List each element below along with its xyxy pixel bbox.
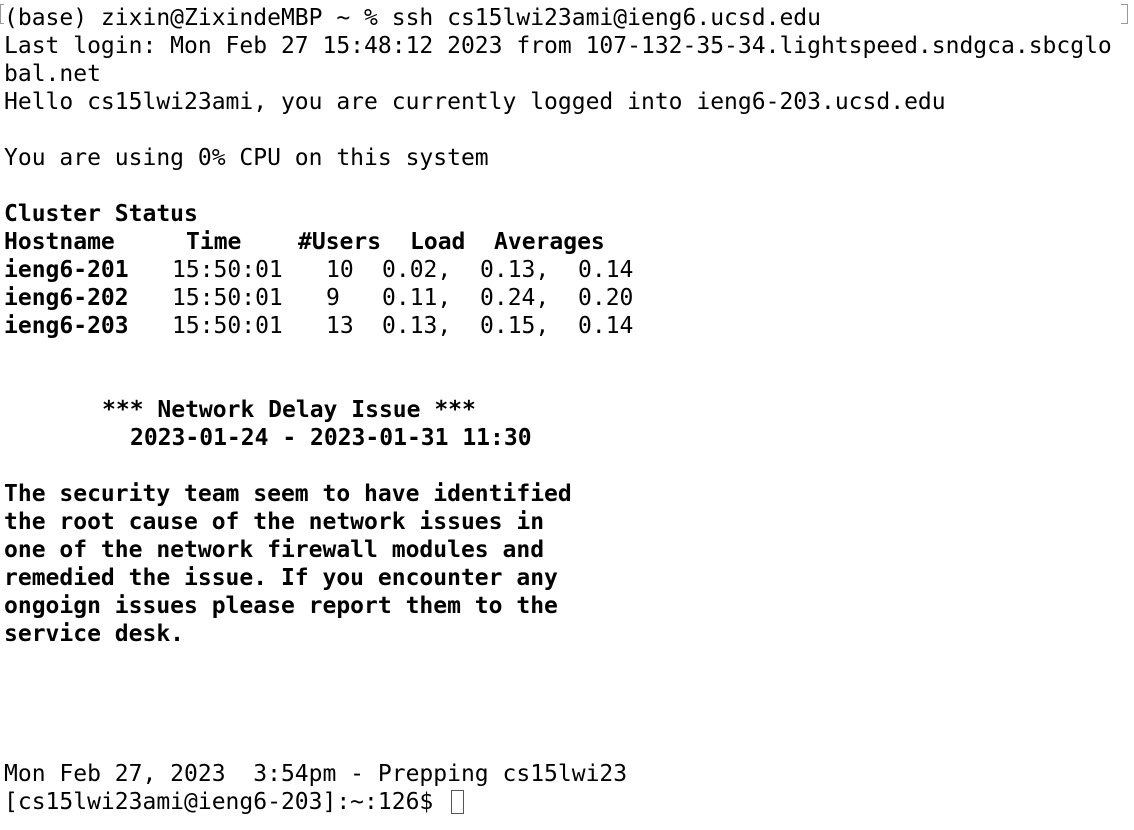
row-hostname: ieng6-201 [4, 257, 129, 283]
notice-dates: 2023-01-24 - 2023-01-31 11:30 [130, 425, 532, 451]
notice-body-line: one of the network firewall modules and [4, 537, 545, 563]
status-line: Mon Feb 27, 2023 3:54pm - Prepping cs15l… [4, 761, 628, 787]
header-users: #Users [298, 229, 382, 255]
hello-message: Hello cs15lwi23ami, you are currently lo… [4, 89, 946, 115]
row-load-15: 0.14 [578, 313, 634, 339]
row-hostname: ieng6-203 [4, 313, 129, 339]
notice-body-line: The security team seem to have identifie… [4, 481, 572, 507]
header-load: Load [410, 229, 466, 255]
row-load-5: 0.24, [480, 285, 550, 311]
last-login-line-wrap: bal.net [4, 61, 101, 87]
shell-prompt[interactable]: [cs15lwi23ami@ieng6-203]:~:126$ [4, 789, 448, 815]
row-hostname: ieng6-202 [4, 285, 129, 311]
row-time: 15:50:01 [172, 313, 283, 339]
right-bracket-marker [1121, 4, 1128, 24]
notice-body-line: remedied the issue. If you encounter any [4, 565, 558, 591]
notice-body-line: service desk. [4, 621, 185, 647]
notice-title: *** Network Delay Issue *** [102, 397, 476, 423]
cpu-usage-message: You are using 0% CPU on this system [4, 145, 489, 171]
row-time: 15:50:01 [172, 285, 283, 311]
last-login-line: Last login: Mon Feb 27 15:48:12 2023 fro… [4, 33, 1112, 59]
ssh-command-line: (base) zixin@ZixindeMBP ~ % ssh cs15lwi2… [4, 5, 821, 31]
row-load-1: 0.13, [382, 313, 452, 339]
row-load-5: 0.15, [480, 313, 550, 339]
notice-body-line: ongoign issues please report them to the [4, 593, 558, 619]
text-cursor[interactable] [451, 790, 464, 814]
row-load-15: 0.14 [578, 257, 634, 283]
row-load-5: 0.13, [480, 257, 550, 283]
row-load-1: 0.02, [382, 257, 452, 283]
header-time: Time [186, 229, 242, 255]
row-users: 10 [326, 257, 354, 283]
row-users: 13 [326, 313, 354, 339]
row-users: 9 [326, 285, 340, 311]
row-load-1: 0.11, [382, 285, 452, 311]
notice-body-line: the root cause of the network issues in [4, 509, 545, 535]
row-load-15: 0.20 [578, 285, 634, 311]
cluster-status-title: Cluster Status [4, 201, 198, 227]
row-time: 15:50:01 [172, 257, 283, 283]
left-bracket-marker [0, 4, 4, 24]
header-hostname: Hostname [4, 229, 115, 255]
header-averages: Averages [494, 229, 605, 255]
